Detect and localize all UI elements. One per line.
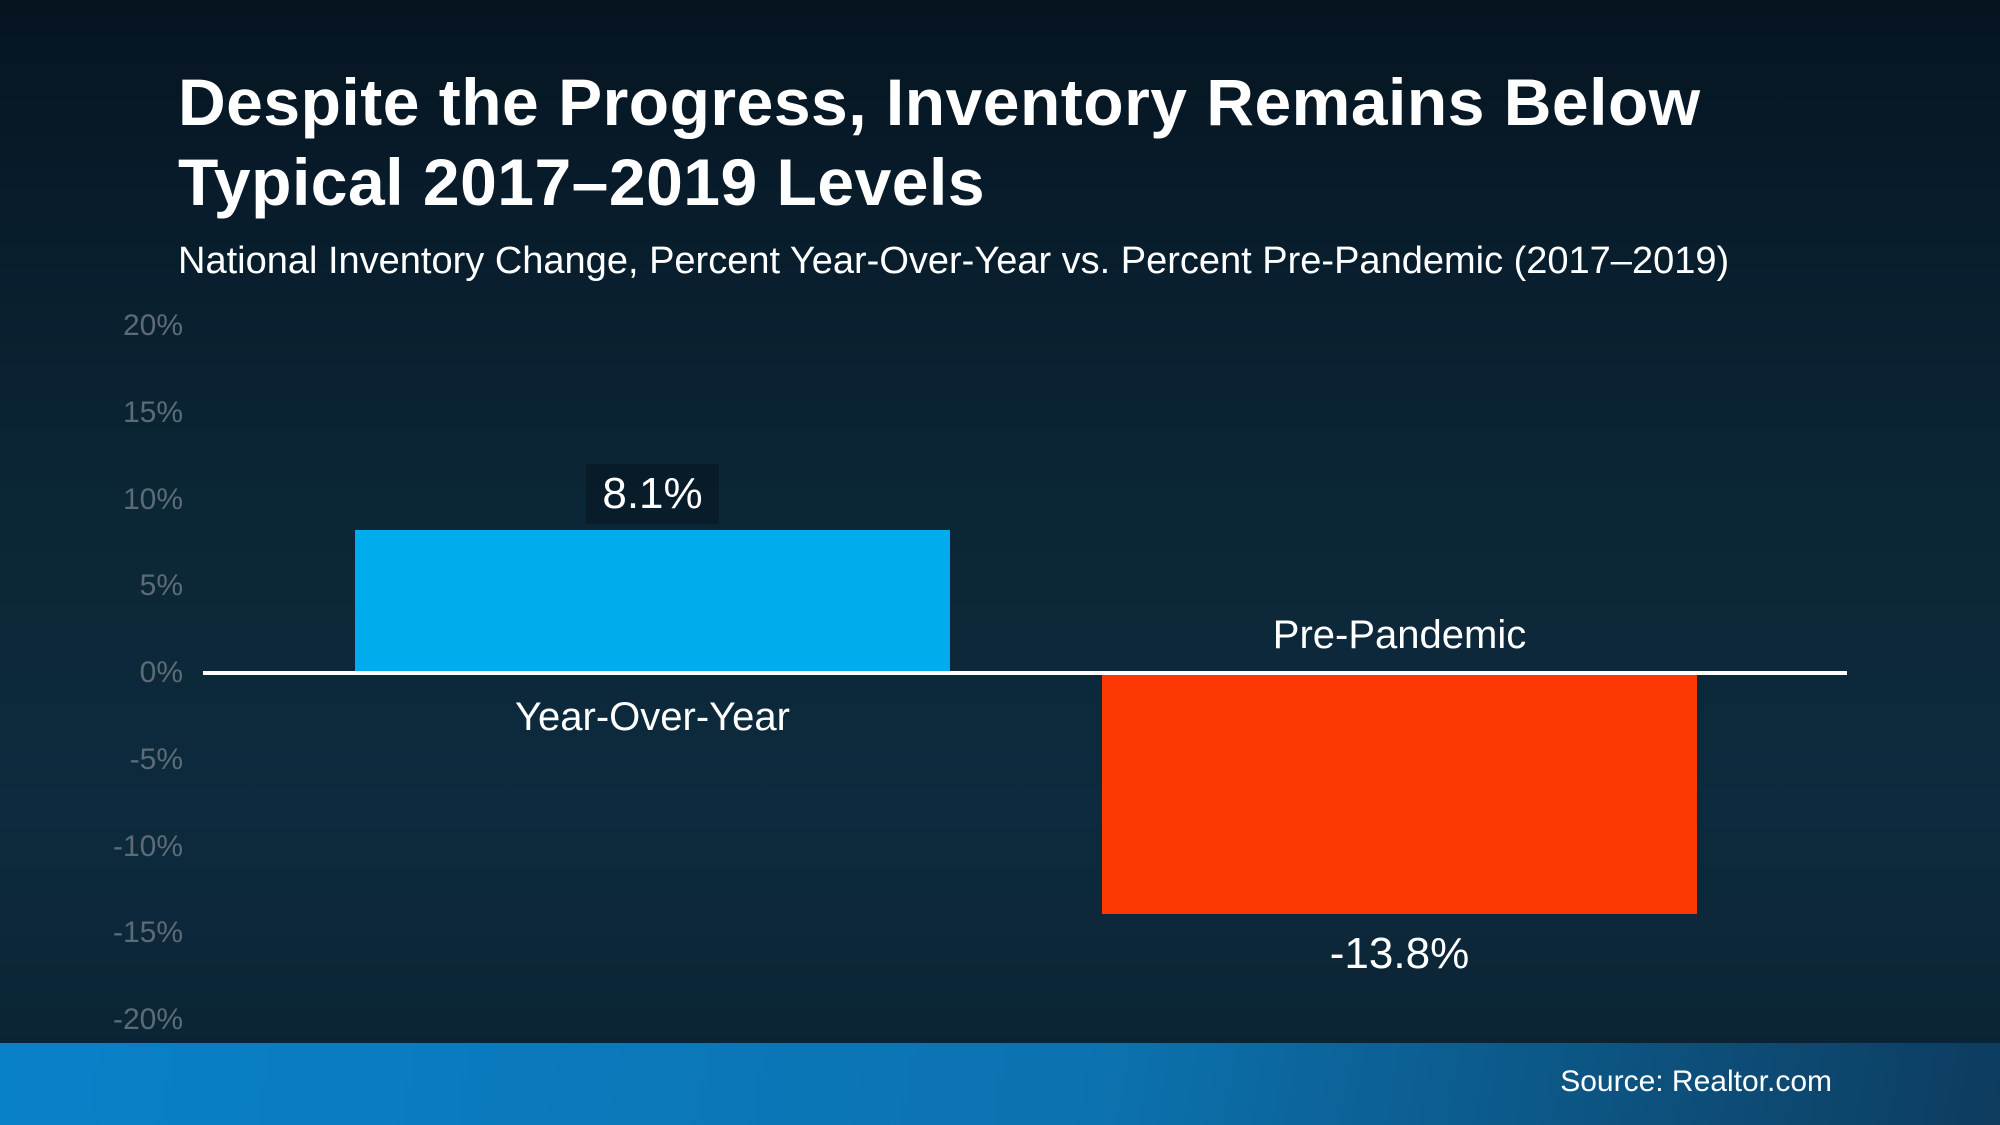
y-axis-tick-label: -5%: [129, 743, 183, 776]
title-line-1: Despite the Progress, Inventory Remains …: [178, 65, 1701, 139]
y-axis-tick-label: 0%: [139, 656, 183, 689]
y-axis-tick-label: 10%: [122, 483, 183, 516]
bar-year-over-year: [355, 530, 950, 671]
title-line-2: Typical 2017–2019 Levels: [178, 145, 986, 219]
chart-subtitle: National Inventory Change, Percent Year-…: [178, 240, 1730, 282]
y-axis-tick-label: 20%: [122, 309, 183, 342]
y-axis-tick-label: 5%: [139, 569, 183, 602]
value-label-pre-pandemic: -13.8%: [1329, 929, 1470, 978]
category-label-pre-pandemic: Pre-Pandemic: [1272, 613, 1527, 657]
bar-pre-pandemic: [1102, 675, 1697, 914]
value-label-year-over-year: 8.1%: [355, 464, 950, 524]
y-axis-tick-label: -15%: [112, 916, 183, 949]
zero-baseline: [203, 671, 1847, 675]
y-axis-tick-label: -20%: [112, 1003, 183, 1036]
page-title: Despite the Progress, Inventory Remains …: [178, 62, 1701, 222]
footer-bar: Source: Realtor.com: [0, 1043, 2000, 1125]
category-label-year-over-year: Year-Over-Year: [515, 695, 790, 739]
y-axis-tick-label: -10%: [112, 830, 183, 863]
source-attribution: Source: Realtor.com: [1560, 1065, 1832, 1098]
y-axis-tick-label: 15%: [122, 396, 183, 429]
